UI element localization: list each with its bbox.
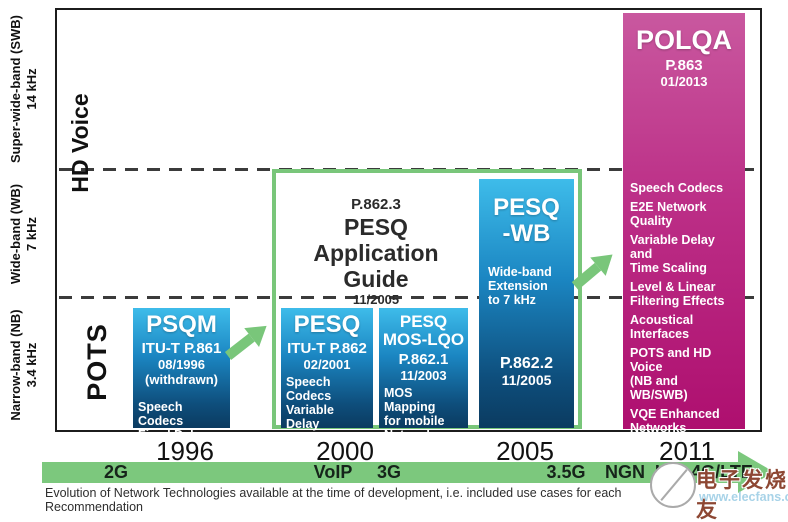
figure-caption: Evolution of Network Technologies availa…: [45, 486, 622, 514]
tech-label-4g-lte: 4G/LTE: [691, 462, 753, 482]
band-label-nb: Narrow-band (NB) 3.4 kHz: [8, 280, 40, 450]
polqa-box: POLQA P.863 01/2013 Speech Codecs E2E Ne…: [623, 13, 745, 496]
zone-label-hd-voice: HD Voice: [67, 93, 93, 193]
polqa-date: 01/2013: [660, 74, 708, 89]
band-freq: 3.4 kHz: [24, 342, 39, 388]
watermark-site-name: 电子发烧友: [696, 469, 788, 522]
pesq-application-guide-title: P.862.3 PESQ Application Guide 11/2005: [278, 196, 474, 308]
pesq-features: Speech Codecs Variable Delay E2E Network…: [286, 375, 363, 459]
tech-label-ngn: NGN: [605, 462, 645, 482]
timeline-bar: [42, 462, 738, 483]
pesq-box: PESQ ITU-T P.862 02/2001 Speech Codecs V…: [281, 308, 373, 459]
guide-title: PESQ Application Guide: [313, 214, 439, 292]
year-tick-2011: 2011: [659, 436, 715, 466]
tech-label-3g: 3G: [376, 462, 401, 482]
pesq-title: PESQ: [293, 311, 361, 338]
timeline-arrow-head-icon: [738, 451, 774, 493]
tech-label-2g: 2G: [103, 462, 128, 482]
year-tick-2000: 2000: [316, 436, 374, 466]
psqm-status: (withdrawn): [145, 372, 218, 387]
mos-lqo-date: 11/2003: [400, 368, 447, 383]
polqa-feature: Variable Delay and Time Scaling: [630, 233, 715, 275]
psqm-features: Speech Codecs Fixed Delay: [138, 400, 208, 442]
year-tick-2005: 2005: [496, 436, 554, 466]
polqa-feature: E2E Network Quality: [630, 200, 707, 228]
polqa-feature: Level & Linear Filtering Effects: [630, 280, 725, 308]
year-tick-1996: 1996: [156, 436, 214, 466]
polqa-standard: P.863: [665, 57, 703, 74]
polqa-title: POLQA: [635, 25, 732, 55]
elecfans-logo-icon: [650, 462, 696, 508]
psqm-date: 08/1996: [158, 357, 205, 372]
pesq-wb-date: 11/2005: [501, 372, 552, 388]
pesq-wb-title: PESQ -WB: [493, 194, 560, 247]
guide-date: 11/2005: [352, 292, 400, 307]
pesq-wb-subtitle: Wide-band Extension to 7 kHz: [488, 265, 552, 307]
polqa-feature: Speech Codecs: [630, 181, 724, 195]
pesq-date: 02/2001: [303, 357, 351, 372]
tech-label-3-5g: 3.5G: [546, 462, 586, 482]
pesq-wb-standard: P.862.2: [499, 355, 554, 372]
pesq-wb-box: PESQ -WB Wide-band Extension to 7 kHz P.…: [479, 179, 574, 428]
guide-standard: P.862.3: [351, 196, 401, 213]
pesq-standard: ITU-T P.862: [287, 340, 367, 357]
zone-label-pots: POTS: [82, 323, 112, 401]
psqm-title: PSQM: [146, 311, 217, 338]
polqa-feature: VQE Enhanced Networks: [630, 407, 720, 435]
pesq-mos-lqo-box: PESQ MOS-LQO P.862.1 11/2003 MOS Mapping…: [379, 308, 471, 456]
psqm-box: PSQM ITU-T P.861 08/1996 (withdrawn) Spe…: [133, 308, 230, 442]
mos-lqo-features: MOS Mapping for mobile Network Benchmark…: [384, 386, 471, 456]
mos-lqo-title: PESQ MOS-LQO: [382, 312, 465, 349]
psqm-standard: ITU-T P.861: [141, 340, 222, 357]
polqa-feature: POTS and HD Voice (NB and WB/SWB): [630, 346, 712, 402]
band-name: Narrow-band (NB): [8, 309, 23, 421]
band-divider-wb-nb: [59, 296, 758, 299]
watermark-site-url: www.elecfans.com: [699, 490, 788, 504]
polqa-feature: Acoustical Interfaces: [630, 313, 694, 341]
mos-lqo-standard: P.862.1: [398, 351, 449, 368]
tech-label-voip: VoIP: [313, 462, 353, 482]
